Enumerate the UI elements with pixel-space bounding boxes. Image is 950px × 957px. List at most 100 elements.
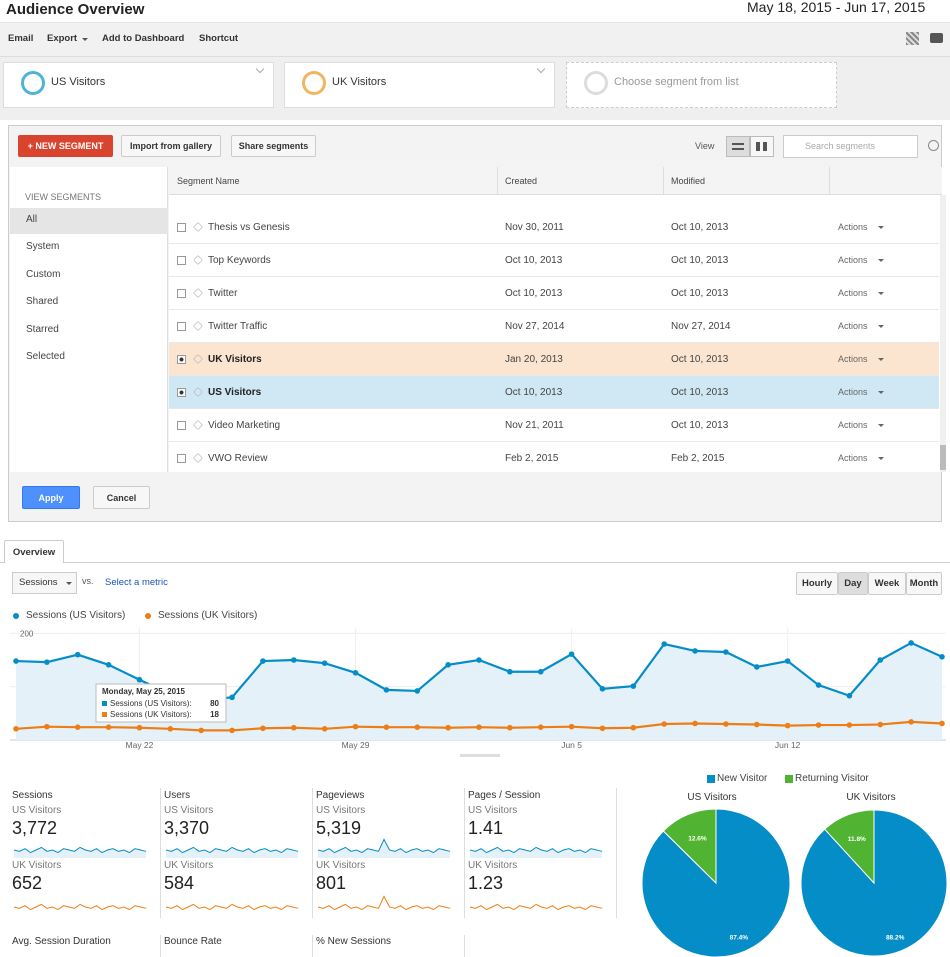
checkbox[interactable] bbox=[177, 421, 186, 430]
checkbox[interactable] bbox=[177, 289, 186, 298]
segment-box[interactable] bbox=[3, 62, 274, 108]
page-title: Audience Overview bbox=[6, 1, 145, 18]
data-point bbox=[846, 722, 853, 728]
actions-menu[interactable]: Actions bbox=[838, 321, 868, 331]
segment-row[interactable]: Video Marketing Nov 21, 2011 Oct 10, 2013 A… bbox=[169, 409, 939, 442]
data-point bbox=[939, 720, 945, 727]
sparkline-area bbox=[318, 839, 450, 858]
metric-dropdown[interactable] bbox=[12, 572, 77, 594]
checkbox[interactable] bbox=[177, 388, 186, 397]
search-box[interactable] bbox=[783, 135, 918, 158]
segment-row[interactable]: Top Keywords Oct 10, 2013 Oct 10, 2013 Acti… bbox=[169, 244, 939, 277]
search-placeholder: Search segments bbox=[805, 141, 876, 151]
data-point bbox=[723, 649, 729, 655]
actions-menu[interactable]: Actions bbox=[838, 288, 868, 298]
data-point bbox=[167, 726, 174, 732]
select-metric[interactable]: Select a metric bbox=[105, 577, 168, 588]
toolbar-item[interactable]: Shortcut bbox=[199, 33, 239, 44]
dropdown-arrow bbox=[878, 226, 884, 229]
segment-row[interactable]: Twitter Oct 10, 2013 Oct 10, 2013 Actions bbox=[169, 277, 939, 310]
period-button[interactable]: Hourly bbox=[796, 572, 838, 595]
dropdown-arrow bbox=[878, 325, 884, 328]
date-range[interactable]: May 18, 2015 - Jun 17, 2015 bbox=[747, 0, 926, 15]
data-point bbox=[74, 651, 81, 658]
cancel-button[interactable]: Cancel bbox=[93, 486, 150, 509]
nav-item[interactable]: Selected bbox=[26, 351, 65, 362]
star[interactable] bbox=[193, 288, 203, 298]
data-point bbox=[260, 658, 266, 664]
data-point bbox=[939, 654, 945, 660]
period-button[interactable]: Day bbox=[838, 572, 868, 595]
view-toggle[interactable] bbox=[750, 136, 774, 157]
star[interactable] bbox=[193, 420, 203, 430]
data-point bbox=[445, 724, 451, 731]
data-point bbox=[352, 723, 359, 730]
slice-label: 12.6% bbox=[688, 836, 707, 843]
toolbar-item[interactable]: Add to Dashboard bbox=[102, 33, 185, 44]
checkbox[interactable] bbox=[177, 256, 186, 265]
pie-slice bbox=[662, 808, 717, 885]
nav-item[interactable]: Custom bbox=[26, 268, 61, 280]
data-point bbox=[476, 724, 482, 730]
data-point bbox=[507, 724, 513, 731]
toolbar-item[interactable]: Email bbox=[8, 33, 34, 44]
segment-box[interactable] bbox=[284, 62, 555, 108]
star[interactable] bbox=[193, 321, 203, 331]
import-button[interactable]: Import from gallery bbox=[121, 135, 221, 157]
actions-menu[interactable]: Actions bbox=[838, 354, 868, 364]
nav-item[interactable]: Starred bbox=[26, 323, 59, 335]
segment-label: US Visitors bbox=[316, 805, 366, 816]
sparkline bbox=[165, 903, 299, 911]
segment-row[interactable]: Thesis vs Genesis Nov 30, 2011 Oct 10, 201… bbox=[169, 211, 939, 244]
share-button[interactable]: Share segments bbox=[231, 135, 316, 157]
checkbox[interactable] bbox=[177, 355, 186, 364]
segment-row[interactable]: Twitter Traffic Nov 27, 2014 Nov 27, 2014 A… bbox=[169, 310, 939, 343]
help-icon[interactable] bbox=[928, 140, 939, 151]
data-point bbox=[692, 720, 698, 727]
column-header: Modified bbox=[671, 176, 706, 186]
data-point bbox=[13, 658, 19, 664]
actions-menu[interactable]: Actions bbox=[838, 387, 868, 397]
actions-menu[interactable]: Actions bbox=[838, 453, 868, 463]
y-tick-label: 200 bbox=[20, 629, 34, 638]
metric-value: 1.41 bbox=[468, 818, 504, 838]
view-toggle[interactable] bbox=[726, 136, 750, 157]
segment-row[interactable]: UK Visitors Jan 20, 2013 Oct 10, 2013 Actio… bbox=[169, 343, 939, 376]
new-segment-button[interactable]: + NEW SEGMENT bbox=[18, 135, 113, 157]
tooltip-marker bbox=[102, 712, 107, 717]
segment-name: US Visitors bbox=[208, 387, 262, 398]
nav-selected bbox=[10, 208, 168, 234]
nav-item[interactable]: All bbox=[26, 214, 38, 225]
actions-menu[interactable]: Actions bbox=[838, 420, 868, 430]
created-date: Oct 10, 2013 bbox=[505, 288, 563, 299]
data-point bbox=[568, 651, 575, 657]
data-point bbox=[661, 641, 667, 647]
star[interactable] bbox=[193, 222, 203, 232]
area bbox=[16, 642, 942, 740]
checkbox[interactable] bbox=[177, 322, 186, 331]
star[interactable] bbox=[193, 354, 203, 364]
data-point bbox=[784, 722, 791, 729]
star[interactable] bbox=[193, 453, 203, 463]
toolbar-item[interactable]: Export bbox=[47, 33, 78, 44]
data-point bbox=[537, 668, 544, 675]
checkbox[interactable] bbox=[177, 223, 186, 232]
segment-row[interactable]: US Visitors Oct 10, 2013 Oct 10, 2013 Actio… bbox=[169, 376, 939, 409]
period-button[interactable]: Week bbox=[868, 572, 906, 595]
data-point bbox=[754, 721, 760, 728]
checkbox[interactable] bbox=[177, 454, 186, 463]
nav-item[interactable]: Shared bbox=[26, 296, 59, 308]
modified-date: Feb 2, 2015 bbox=[671, 453, 725, 464]
nav-item[interactable]: System bbox=[26, 241, 60, 253]
dropdown-arrow bbox=[878, 457, 884, 460]
apply-button[interactable]: Apply bbox=[22, 486, 80, 509]
segment-box[interactable] bbox=[566, 62, 837, 108]
tab[interactable]: Overview bbox=[4, 540, 64, 563]
period-button[interactable]: Month bbox=[906, 572, 942, 595]
actions-menu[interactable]: Actions bbox=[838, 255, 868, 265]
star[interactable] bbox=[193, 255, 203, 265]
data-point bbox=[908, 719, 914, 725]
star[interactable] bbox=[193, 387, 203, 397]
actions-menu[interactable]: Actions bbox=[838, 222, 868, 232]
segment-row[interactable]: VWO Review Feb 2, 2015 Feb 2, 2015 Actions bbox=[169, 442, 939, 472]
